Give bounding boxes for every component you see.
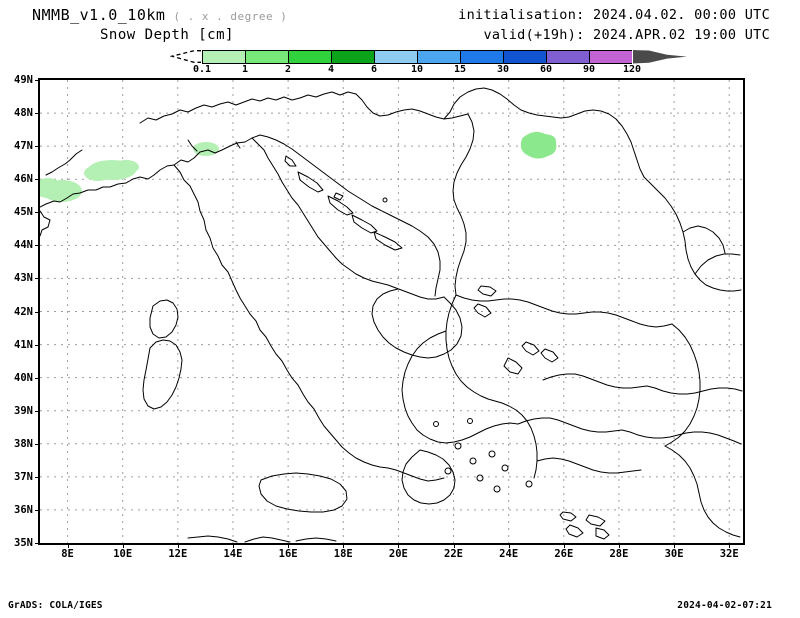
y-axis-tick-label: 48N [14, 107, 33, 120]
y-axis-tick-label: 36N [14, 503, 33, 516]
y-axis-tickmark [35, 278, 40, 280]
x-axis-tickmark [398, 543, 400, 548]
y-axis-tick-label: 35N [14, 537, 33, 549]
x-axis-tickmark [122, 543, 124, 548]
colorbar-swatch [589, 50, 632, 64]
y-axis-tick-label: 43N [14, 272, 33, 285]
y-axis-tick-label: 37N [14, 470, 33, 483]
colorbar-swatch [245, 50, 288, 64]
y-axis-tick-label: 44N [14, 239, 33, 252]
map-canvas [40, 80, 743, 543]
map-header: NMMB_v1.0_10km ( . x . degree ) Snow Dept… [0, 0, 800, 46]
x-axis-tickmark [674, 543, 676, 548]
colorbar-tick-label: 30 [496, 64, 510, 75]
x-axis-tick-label: 22E [444, 548, 463, 560]
y-axis-tickmark [35, 377, 40, 379]
colorbar-over-arrow-icon [633, 50, 687, 64]
colorbar-swatch [288, 50, 331, 64]
colorbar-tick-labels: 0.1 1 2 4 6 10 15 30 60 90 120 [170, 64, 642, 78]
y-axis-tickmark [35, 476, 40, 478]
x-axis-tick-label: 30E [664, 548, 684, 560]
y-axis-tickmark [35, 212, 40, 214]
model-title: NMMB_v1.0_10km ( . x . degree ) [32, 6, 287, 24]
colorbar-tick-label: 0.1 [192, 64, 212, 75]
initialisation-time: initialisation: 2024.04.02. 00:00 UTC [458, 7, 770, 23]
x-axis-tick-label: 12E [168, 548, 188, 560]
y-axis-tickmark [35, 80, 40, 81]
map-gridlines [40, 80, 743, 543]
valid-time: valid(+19h): 2024.APR.02 19:00 UTC [483, 27, 770, 43]
footer-source: GrADS: COLA/IGES [8, 600, 103, 611]
colorbar-swatch [331, 50, 374, 64]
snow-depth-shading [40, 131, 557, 202]
model-units-text: ( . x . degree ) [173, 10, 288, 23]
map-plot-area[interactable] [38, 78, 745, 545]
colorbar: 0.1 1 2 4 6 10 15 30 60 90 120 [170, 50, 687, 78]
y-axis-tick-label: 47N [14, 140, 33, 153]
colorbar-swatch [374, 50, 417, 64]
colorbar-swatch [503, 50, 546, 64]
colorbar-tick-label: 120 [622, 64, 642, 75]
y-axis-tick-label: 40N [14, 371, 33, 384]
x-axis-tick-label: 26E [554, 548, 574, 560]
colorbar-tick-label: 15 [453, 64, 467, 75]
y-axis-tick-label: 49N [14, 74, 33, 86]
x-axis-tickmark [232, 543, 234, 548]
colorbar-swatch [546, 50, 589, 64]
y-axis-tickmark [35, 179, 40, 181]
x-axis-tick-label: 32E [719, 548, 739, 560]
y-axis-tickmark [35, 344, 40, 346]
colorbar-swatch [417, 50, 460, 64]
colorbar-under-arrow-icon [170, 50, 201, 63]
x-axis-tick-label: 16E [278, 548, 298, 560]
x-axis-tickmark [563, 543, 565, 548]
y-axis-tickmark [35, 509, 40, 511]
map-coastlines [40, 87, 743, 543]
x-axis-tickmark [729, 543, 731, 548]
model-title-text: NMMB_v1.0_10km [32, 6, 166, 24]
colorbar-tick-label: 4 [327, 64, 335, 75]
x-axis-tick-label: 24E [499, 548, 519, 560]
y-axis-tickmark [35, 245, 40, 247]
x-axis-tickmark [343, 543, 345, 548]
x-axis-tickmark [67, 543, 69, 548]
field-title: Snow Depth [cm] [100, 27, 234, 43]
colorbar-tick-label: 1 [241, 64, 249, 75]
x-axis-tickmark [177, 543, 179, 548]
x-axis-tick-label: 8E [61, 548, 74, 560]
x-axis-tickmark [288, 543, 290, 548]
y-axis-tick-label: 42N [14, 305, 33, 318]
x-axis-tick-label: 28E [609, 548, 629, 560]
x-axis-tick-label: 14E [223, 548, 243, 560]
y-axis-tick-label: 41N [14, 338, 33, 351]
y-axis-tick-label: 38N [14, 437, 33, 450]
colorbar-swatch [202, 50, 245, 64]
colorbar-tick-label: 60 [539, 64, 553, 75]
colorbar-swatches [202, 50, 632, 64]
y-axis-tick-label: 45N [14, 206, 33, 219]
colorbar-tick-label: 10 [410, 64, 424, 75]
x-axis-tickmark [508, 543, 510, 548]
colorbar-tick-label: 2 [284, 64, 292, 75]
y-axis-tickmark [35, 443, 40, 445]
colorbar-tick-label: 90 [582, 64, 596, 75]
footer-timestamp: 2024-04-02-07:21 [677, 600, 772, 611]
y-axis-tickmark [35, 311, 40, 313]
y-axis-tickmark [35, 146, 40, 148]
colorbar-swatch [460, 50, 503, 64]
x-axis-tick-label: 18E [333, 548, 353, 560]
x-axis-tickmark [618, 543, 620, 548]
y-axis-tick-label: 39N [14, 404, 33, 417]
x-axis-tick-label: 20E [388, 548, 408, 560]
colorbar-tick-label: 6 [370, 64, 378, 75]
y-axis-tickmark [35, 113, 40, 115]
y-axis-tickmark [35, 410, 40, 412]
y-axis-tick-label: 46N [14, 173, 33, 186]
y-axis-tickmark [35, 543, 40, 544]
x-axis-tickmark [453, 543, 455, 548]
x-axis-tick-label: 10E [113, 548, 133, 560]
